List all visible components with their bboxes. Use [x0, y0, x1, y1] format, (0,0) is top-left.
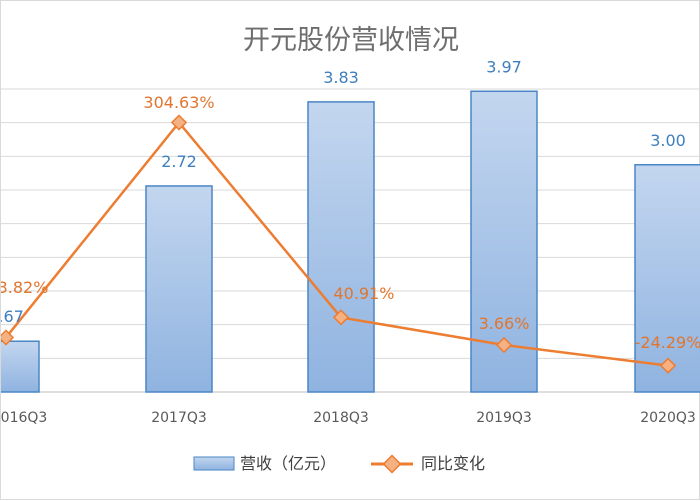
bar	[634, 164, 700, 393]
bar-data-label: 0.67	[1, 307, 24, 326]
legend-line-label: 同比变化	[421, 454, 485, 473]
line-series	[1, 114, 677, 374]
line-point	[170, 114, 188, 131]
bar	[145, 185, 213, 393]
legend: 营收（亿元） 同比变化	[193, 454, 485, 474]
x-tick-label: 2018Q3	[313, 410, 369, 426]
bar-data-label: 2.72	[161, 152, 197, 171]
line-data-label: 3.66%	[479, 314, 530, 333]
legend-bar-label: 营收（亿元）	[240, 454, 336, 473]
bar	[1, 340, 40, 393]
line-data-label: 304.63%	[143, 93, 214, 112]
x-axis-ticks: 016Q3 2017Q3 2018Q3 2019Q3 2020Q3	[1, 410, 696, 426]
bar-series	[1, 90, 700, 393]
legend-line-marker	[382, 454, 402, 474]
line-data-label: 3.82%	[1, 278, 48, 297]
bar-data-label: 3.83	[323, 68, 359, 87]
x-tick-label: 2020Q3	[640, 410, 696, 426]
bar-data-label: 3.97	[486, 57, 522, 76]
chart-title: 开元股份营收情况	[243, 25, 459, 56]
line-data-label: -24.29%	[635, 333, 700, 352]
legend-bar-swatch	[193, 456, 235, 471]
bar-data-label: 3.00	[650, 131, 686, 150]
x-tick-label: 2017Q3	[151, 410, 207, 426]
bar	[307, 101, 375, 393]
line-point	[332, 309, 350, 326]
line-point	[659, 357, 677, 374]
x-tick-label: 2019Q3	[476, 410, 532, 426]
data-labels: 0.67 2.72 3.83 3.97 3.00 3.82% 304.63% 40.91% 3.…	[1, 57, 700, 352]
line-point	[1, 329, 15, 346]
line-data-label: 40.91%	[333, 284, 394, 303]
line-point	[495, 336, 513, 354]
x-tick-label: 016Q3	[1, 410, 47, 426]
